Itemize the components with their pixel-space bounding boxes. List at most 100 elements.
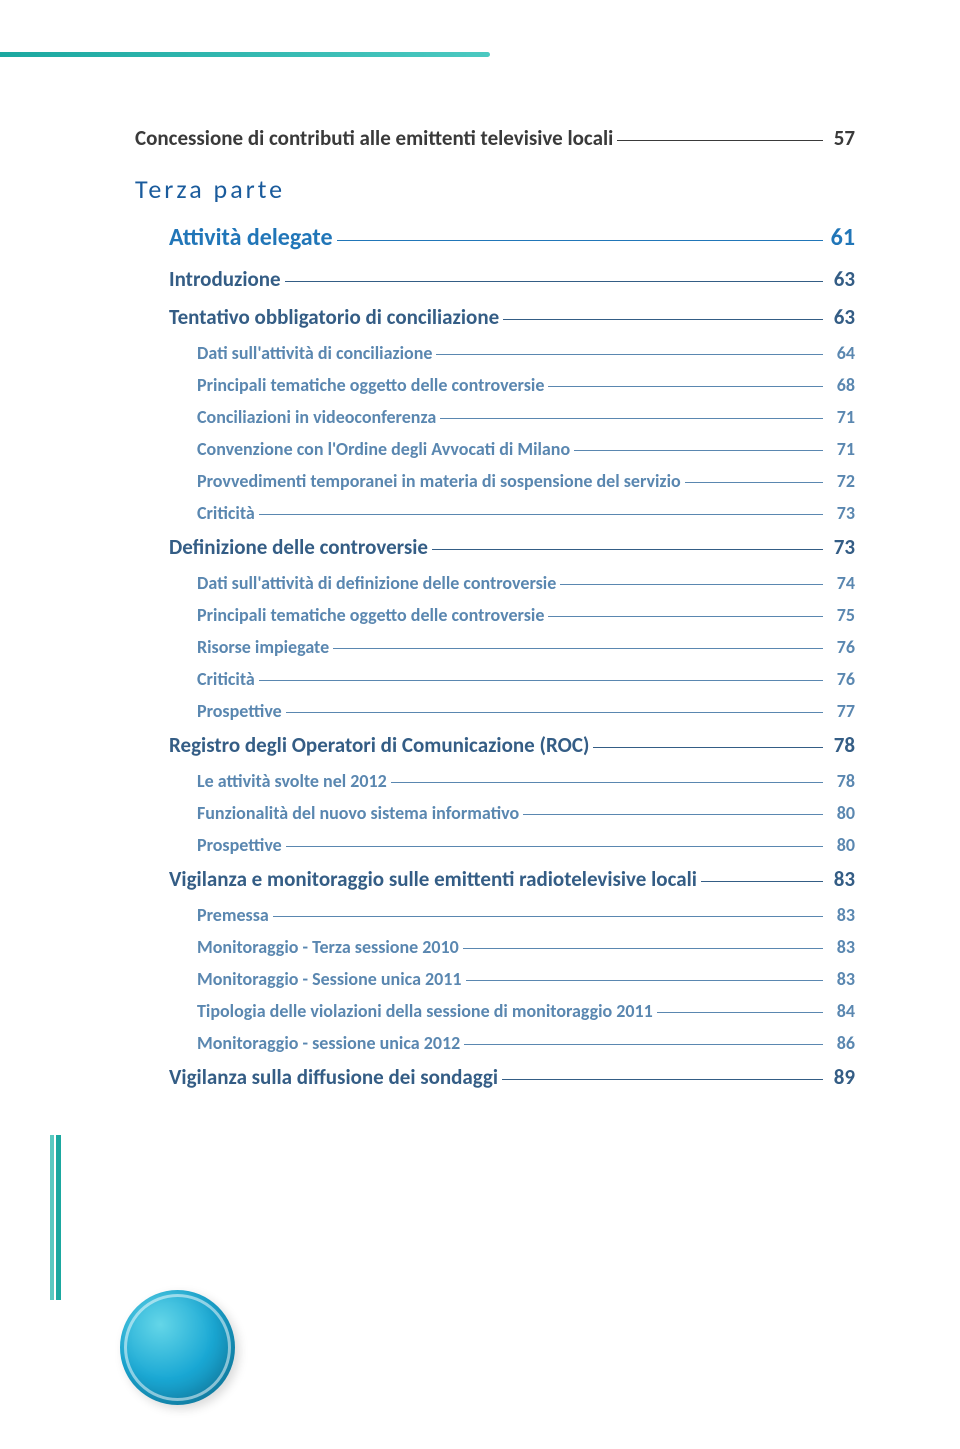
toc-leader bbox=[259, 680, 823, 681]
toc-leader bbox=[436, 354, 823, 355]
toc-page-number: 64 bbox=[827, 342, 855, 364]
toc-leader bbox=[464, 1044, 823, 1045]
toc-entry: Monitoraggio - sessione unica 2012 86 bbox=[197, 1032, 855, 1054]
toc-label: Vigilanza sulla diffusione dei sondaggi bbox=[169, 1064, 498, 1090]
toc-entry: Concessione di contributi alle emittenti… bbox=[135, 125, 855, 151]
toc-entry: Vigilanza e monitoraggio sulle emittenti… bbox=[169, 866, 855, 892]
toc-page-number: 68 bbox=[827, 374, 855, 396]
toc-label: Funzionalità del nuovo sistema informati… bbox=[197, 802, 519, 824]
toc-leader bbox=[333, 648, 823, 649]
toc-page-number: 86 bbox=[827, 1032, 855, 1054]
toc-entry: Provvedimenti temporanei in materia di s… bbox=[197, 470, 855, 492]
toc-leader bbox=[523, 814, 823, 815]
toc-label: Registro degli Operatori di Comunicazion… bbox=[169, 732, 589, 758]
toc-entry: Prospettive 80 bbox=[197, 834, 855, 856]
toc-label: Criticità bbox=[197, 502, 255, 524]
toc-entry: Tipologia delle violazioni della session… bbox=[197, 1000, 855, 1022]
toc-entry: Principali tematiche oggetto delle contr… bbox=[197, 374, 855, 396]
toc-page-number: 57 bbox=[827, 125, 855, 151]
toc-label: Premessa bbox=[197, 904, 269, 926]
toc-entry: Introduzione 63 bbox=[169, 266, 855, 292]
toc-page-number: 84 bbox=[827, 1000, 855, 1022]
toc-leader bbox=[285, 281, 823, 282]
toc-page-number: 83 bbox=[827, 904, 855, 926]
toc-page-number: 78 bbox=[827, 732, 855, 758]
toc-label: Monitoraggio - sessione unica 2012 bbox=[197, 1032, 460, 1054]
toc-leader bbox=[259, 514, 823, 515]
toc-leader bbox=[391, 782, 823, 783]
toc-label: Convenzione con l'Ordine degli Avvocati … bbox=[197, 438, 570, 460]
toc-entry: Registro degli Operatori di Comunicazion… bbox=[169, 732, 855, 758]
toc-label: Criticità bbox=[197, 668, 255, 690]
toc-page-number: 63 bbox=[827, 304, 855, 330]
left-vertical-bar bbox=[54, 1135, 61, 1300]
toc-page-number: 80 bbox=[827, 802, 855, 824]
toc-leader bbox=[701, 881, 823, 882]
toc-entry: Attività delegate 61 bbox=[169, 223, 855, 252]
toc-entry: Le attività svolte nel 2012 78 bbox=[197, 770, 855, 792]
toc-page-number: 63 bbox=[827, 266, 855, 292]
toc-entry: Conciliazioni in videoconferenza 71 bbox=[197, 406, 855, 428]
toc-label: Vigilanza e monitoraggio sulle emittenti… bbox=[169, 866, 697, 892]
toc-label: Dati sull'attività di conciliazione bbox=[197, 342, 432, 364]
toc-leader bbox=[560, 584, 823, 585]
toc-leader bbox=[657, 1012, 823, 1013]
toc-page-number: 77 bbox=[827, 700, 855, 722]
toc-page-number: 71 bbox=[827, 438, 855, 460]
toc-page-number: 73 bbox=[827, 534, 855, 560]
toc-label: Dati sull'attività di definizione delle … bbox=[197, 572, 556, 594]
toc-leader bbox=[286, 846, 823, 847]
toc-label: Concessione di contributi alle emittenti… bbox=[135, 125, 613, 151]
toc-entry: Dati sull'attività di conciliazione 64 bbox=[197, 342, 855, 364]
circle-badge-icon bbox=[120, 1290, 235, 1405]
toc-entry: Monitoraggio - Sessione unica 201183 bbox=[197, 968, 855, 990]
toc-entry: Convenzione con l'Ordine degli Avvocati … bbox=[197, 438, 855, 460]
toc-page-number: 72 bbox=[827, 470, 855, 492]
top-rule bbox=[0, 52, 490, 57]
toc-entry: Criticità 76 bbox=[197, 668, 855, 690]
toc-leader bbox=[463, 948, 823, 949]
toc-label: Conciliazioni in videoconferenza bbox=[197, 406, 436, 428]
toc-leader bbox=[286, 712, 823, 713]
toc-entry: Premessa 83 bbox=[197, 904, 855, 926]
toc-page-number: 76 bbox=[827, 636, 855, 658]
toc-entry: Dati sull'attività di definizione delle … bbox=[197, 572, 855, 594]
toc-page-number: 78 bbox=[827, 770, 855, 792]
toc-leader bbox=[548, 386, 823, 387]
toc-label: Le attività svolte nel 2012 bbox=[197, 770, 387, 792]
toc-entry: Criticità 73 bbox=[197, 502, 855, 524]
toc-label: Principali tematiche oggetto delle contr… bbox=[197, 604, 544, 626]
toc-page-number: 80 bbox=[827, 834, 855, 856]
toc-leader bbox=[440, 418, 823, 419]
toc-label: Tipologia delle violazioni della session… bbox=[197, 1000, 653, 1022]
toc-label: Prospettive bbox=[197, 834, 282, 856]
toc-label: Principali tematiche oggetto delle contr… bbox=[197, 374, 544, 396]
toc-page-number: 75 bbox=[827, 604, 855, 626]
toc-label: Introduzione bbox=[169, 266, 281, 292]
toc-page-number: 71 bbox=[827, 406, 855, 428]
toc-label: Tentativo obbligatorio di conciliazione bbox=[169, 304, 499, 330]
toc-page-number: 83 bbox=[827, 936, 855, 958]
toc-page-number: 74 bbox=[827, 572, 855, 594]
toc-label: Risorse impiegate bbox=[197, 636, 329, 658]
toc-label: Definizione delle controversie bbox=[169, 534, 428, 560]
toc-leader bbox=[432, 549, 823, 550]
toc-page-number: 73 bbox=[827, 502, 855, 524]
toc-label: Monitoraggio - Terza sessione 2010 bbox=[197, 936, 459, 958]
toc-entry: Principali tematiche oggetto delle contr… bbox=[197, 604, 855, 626]
toc-leader bbox=[685, 482, 823, 483]
toc-entry: Vigilanza sulla diffusione dei sondaggi8… bbox=[169, 1064, 855, 1090]
toc-entry: Definizione delle controversie 73 bbox=[169, 534, 855, 560]
toc-label: Provvedimenti temporanei in materia di s… bbox=[197, 470, 681, 492]
toc-leader bbox=[466, 980, 823, 981]
toc-leader bbox=[337, 240, 823, 241]
toc-label: Attività delegate bbox=[169, 223, 333, 252]
toc-entry: Tentativo obbligatorio di conciliazione 6… bbox=[169, 304, 855, 330]
toc-label: Monitoraggio - Sessione unica 2011 bbox=[197, 968, 462, 990]
toc-page-number: 61 bbox=[827, 223, 855, 252]
toc-leader bbox=[502, 1079, 823, 1080]
toc-entry: Monitoraggio - Terza sessione 2010 83 bbox=[197, 936, 855, 958]
toc-entry: Funzionalità del nuovo sistema informati… bbox=[197, 802, 855, 824]
toc-page-number: 76 bbox=[827, 668, 855, 690]
toc-leader bbox=[548, 616, 823, 617]
